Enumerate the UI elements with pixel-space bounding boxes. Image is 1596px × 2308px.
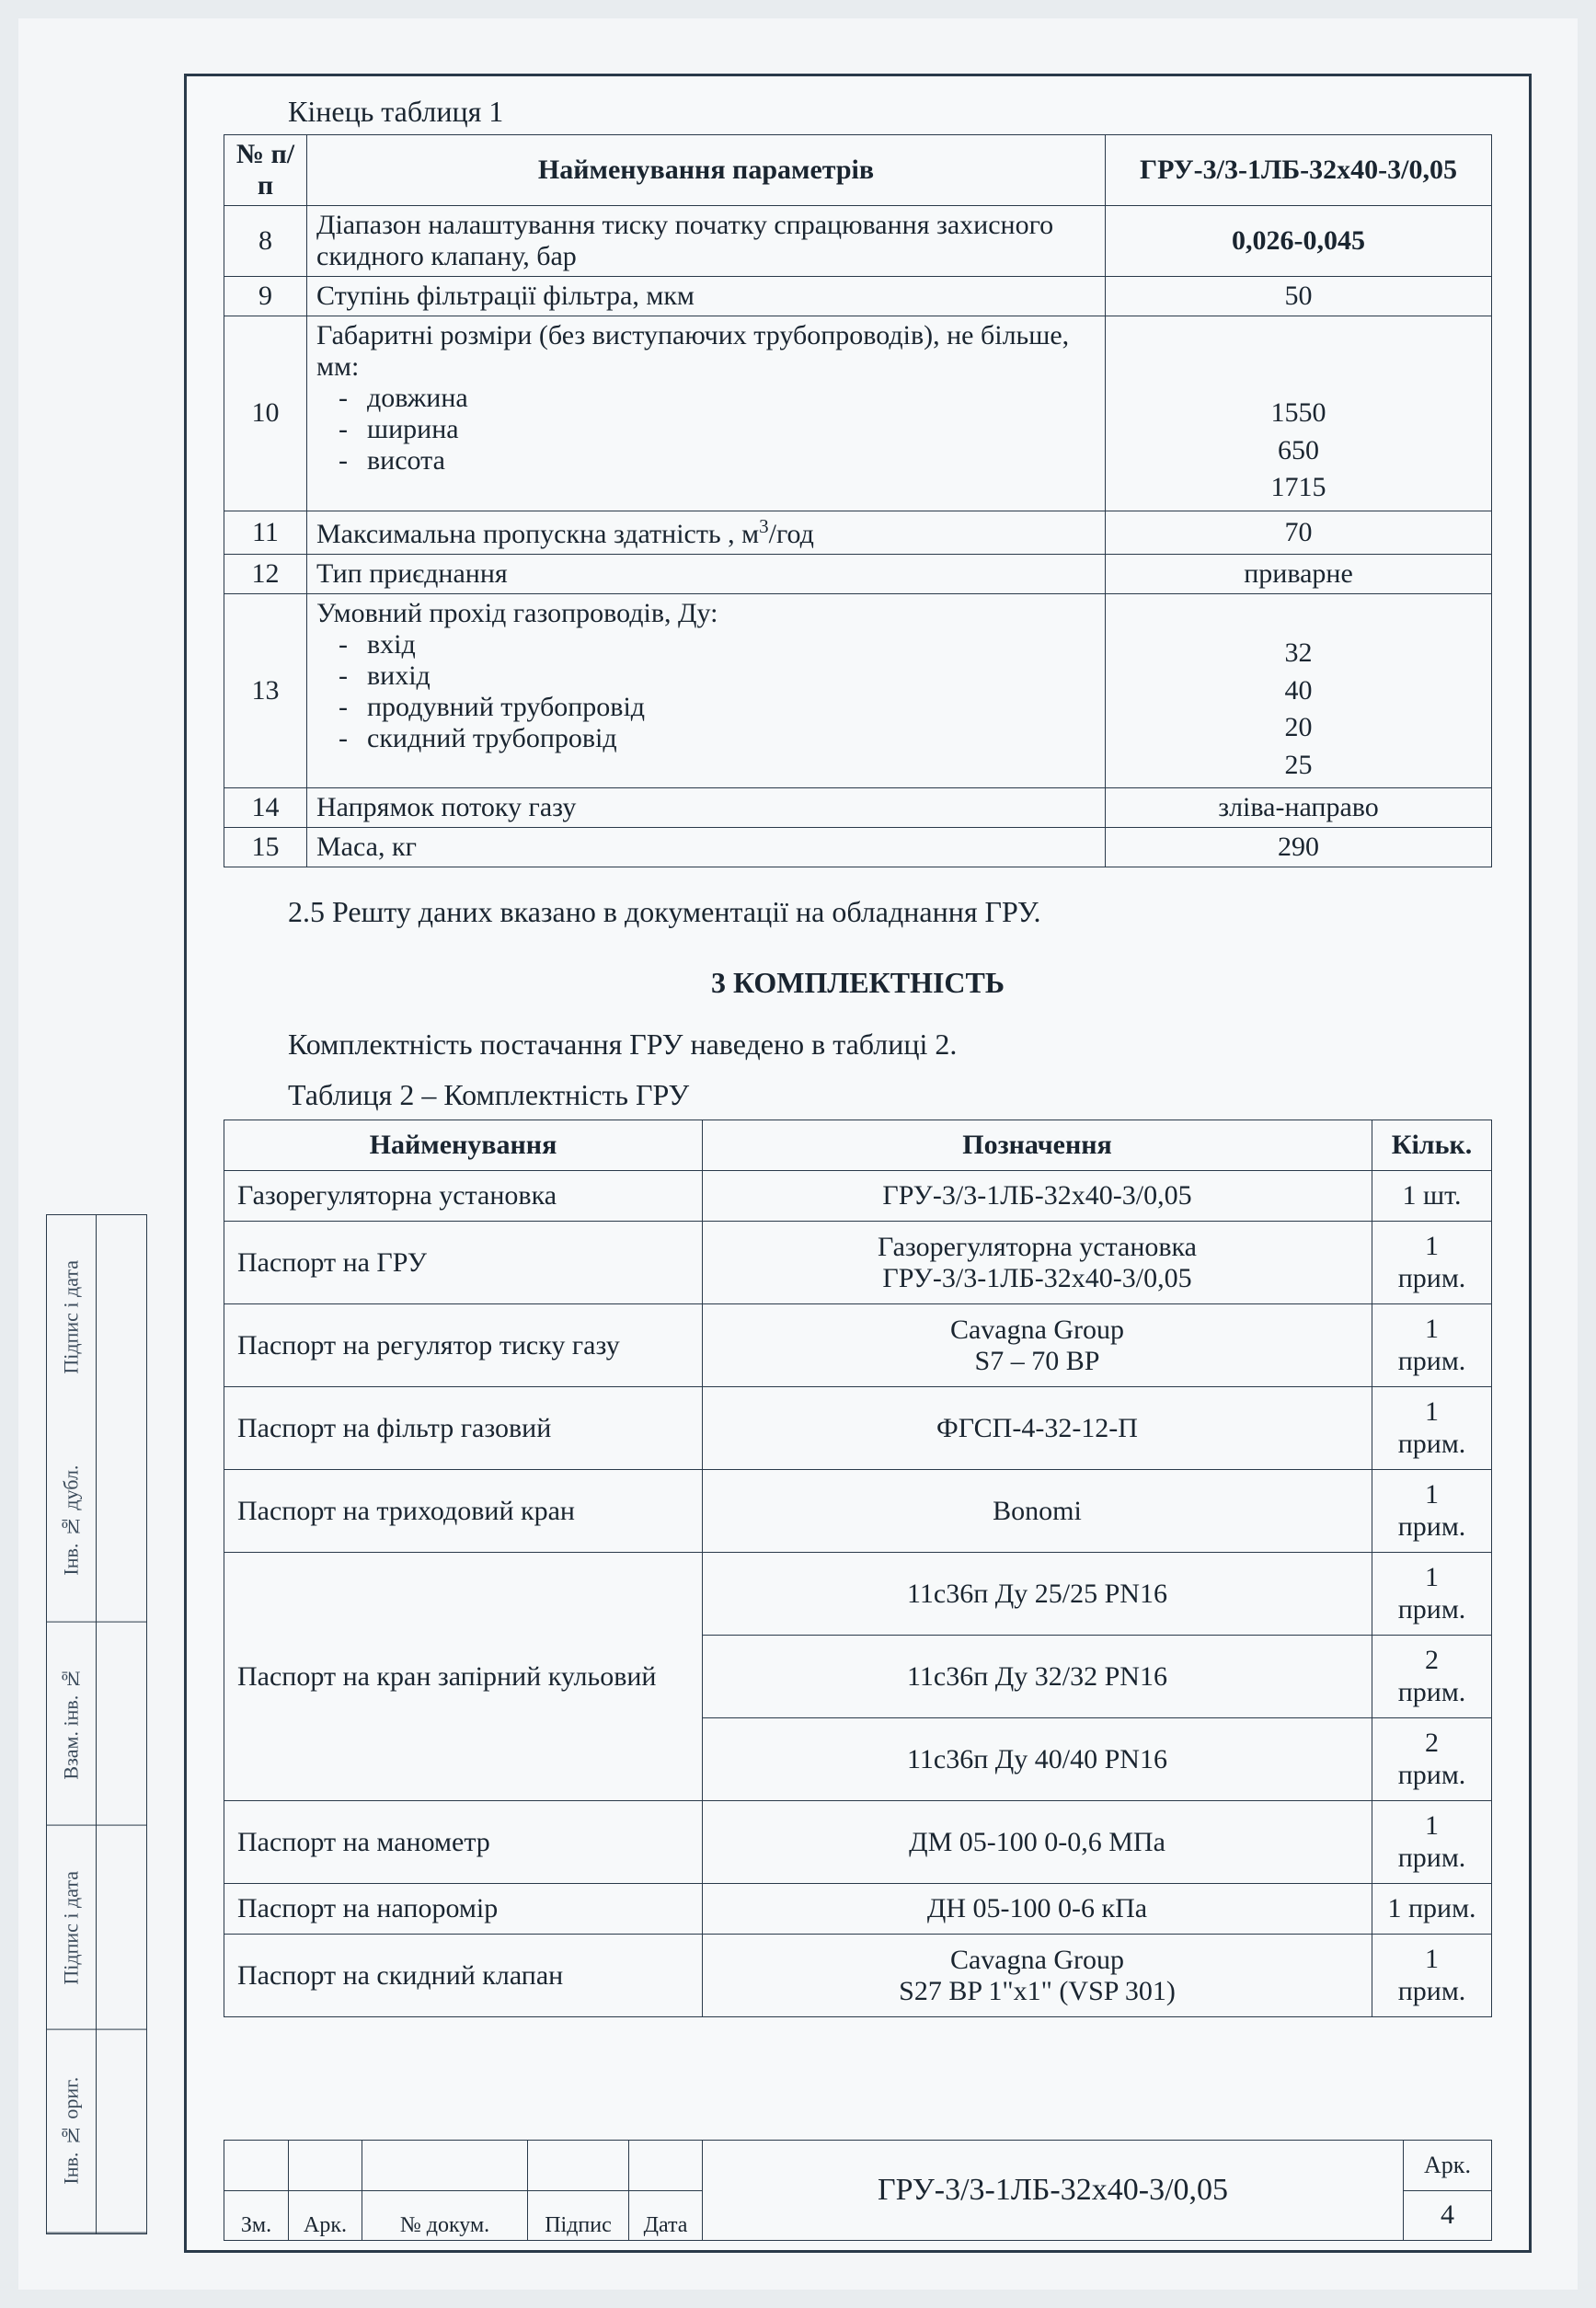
side-label: Інв. № дубл. <box>47 1418 96 1623</box>
t2-row-designation: Газорегуляторна установкаГРУ-3/3-1ЛБ-32х… <box>703 1222 1372 1304</box>
t2-row-qty: 1прим. <box>1372 1222 1492 1304</box>
table1-end-title: Кінець таблиця 1 <box>288 95 1492 129</box>
side-blank <box>97 1418 146 1623</box>
t1-header-param: Найменування параметрів <box>307 135 1106 206</box>
t1-row-num: 12 <box>224 554 307 593</box>
t1-row-num: 8 <box>224 206 307 277</box>
sheet-label: Арк. <box>1404 2141 1491 2191</box>
t2-row-qty: 1прим. <box>1372 1387 1492 1470</box>
t1-header-num: № п/п <box>224 135 307 206</box>
t1-row-param: Маса, кг <box>307 828 1106 867</box>
t1-row-value: 15506501715 <box>1106 316 1492 511</box>
t2-row-name: Паспорт на фільтр газовий <box>224 1387 703 1470</box>
t1-header-value: ГРУ-3/3-1ЛБ-32х40-3/0,05 <box>1106 135 1492 206</box>
t2-row-name: Паспорт на скидний клапан <box>224 1935 703 2017</box>
table2: Найменування Позначення Кільк. Газорегул… <box>224 1120 1492 2017</box>
t1-row-param: Габаритні розміри (без виступаючих трубо… <box>307 316 1106 511</box>
t2-row-name: Паспорт на ГРУ <box>224 1222 703 1304</box>
t2-row-qty: 1прим. <box>1372 1304 1492 1387</box>
t2-row-qty: 2прим. <box>1372 1636 1492 1718</box>
t1-row-param: Ступінь фільтрації фільтра, мкм <box>307 277 1106 316</box>
t2-row-qty: 1прим. <box>1372 1553 1492 1636</box>
t1-row-value: приварне <box>1106 554 1492 593</box>
t2-row-qty: 2прим. <box>1372 1718 1492 1801</box>
t2-row-name: Газорегуляторна установка <box>224 1171 703 1222</box>
t1-row-num: 11 <box>224 511 307 554</box>
note-2-5: 2.5 Решту даних вказано в документації н… <box>288 895 1492 929</box>
t2-row-designation: ФГСП-4-32-12-П <box>703 1387 1372 1470</box>
sheet-number: 4 <box>1404 2191 1491 2241</box>
tb-cell: Зм. <box>224 2190 289 2240</box>
t1-row-value: 290 <box>1106 828 1492 867</box>
t2-row-qty: 1 шт. <box>1372 1171 1492 1222</box>
t2-row-designation: Cavagna GroupS27 BP 1"x1" (VSP 301) <box>703 1935 1372 2017</box>
side-blank <box>97 1622 146 1826</box>
table2-title: Таблиця 2 – Комплектність ГРУ <box>288 1078 1492 1112</box>
t1-row-num: 10 <box>224 316 307 511</box>
section3-heading: 3 КОМПЛЕКТНІСТЬ <box>224 966 1492 1000</box>
t2-row-designation: ГРУ-3/3-1ЛБ-32х40-3/0,05 <box>703 1171 1372 1222</box>
side-blank <box>97 1215 146 1418</box>
section3-intro: Комплектність постачання ГРУ наведено в … <box>288 1028 1492 1062</box>
t2-row-qty: 1прим. <box>1372 1935 1492 2017</box>
title-block-doc: ГРУ-3/3-1ЛБ-32х40-3/0,05 <box>703 2141 1404 2240</box>
t2-row-designation: ДН 05-100 0-6 кПа <box>703 1884 1372 1935</box>
t2-row-name: Паспорт на триходовий кран <box>224 1470 703 1553</box>
tb-cell: Арк. <box>289 2190 362 2240</box>
t1-row-value: 70 <box>1106 511 1492 554</box>
side-blank <box>97 2029 146 2233</box>
t1-row-param: Умовний прохід газопроводів, Ду:- вхід- … <box>307 593 1106 788</box>
t2-row-name: Паспорт на напоромір <box>224 1884 703 1935</box>
t2-header-name: Найменування <box>224 1120 703 1171</box>
title-block-revision-grid: Зм. Арк. № докум. Підпис Дата <box>224 2141 703 2240</box>
t2-row-name: Паспорт на кран запірний кульовий <box>224 1553 703 1801</box>
t1-row-value: 0,026-0,045 <box>1106 206 1492 277</box>
t1-row-param: Тип приєднання <box>307 554 1106 593</box>
t2-header-des: Позначення <box>703 1120 1372 1171</box>
t1-row-value: 32402025 <box>1106 593 1492 788</box>
binding-margin: Підпис і дата Інв. № дубл. Взам. інв. № … <box>46 1214 147 2234</box>
t2-row-name: Паспорт на регулятор тиску газу <box>224 1304 703 1387</box>
t1-row-value: зліва-направо <box>1106 788 1492 828</box>
t1-row-num: 9 <box>224 277 307 316</box>
t1-row-param: Діапазон налаштування тиску початку спра… <box>307 206 1106 277</box>
t2-row-designation: Cavagna GroupS7 – 70 BP <box>703 1304 1372 1387</box>
tb-cell: № докум. <box>362 2190 528 2240</box>
t1-row-param: Максимальна пропускна здатність , м3/год <box>307 511 1106 554</box>
side-blank <box>97 1826 146 2030</box>
t2-header-qty: Кільк. <box>1372 1120 1492 1171</box>
t1-row-value: 50 <box>1106 277 1492 316</box>
tb-cell: Дата <box>629 2190 703 2240</box>
side-label: Взам. інв. № <box>47 1622 96 1826</box>
t1-row-num: 14 <box>224 788 307 828</box>
t2-row-designation: Bonomi <box>703 1470 1372 1553</box>
side-label: Підпис і дата <box>47 1215 96 1418</box>
t2-row-name: Паспорт на манометр <box>224 1801 703 1884</box>
t1-row-param: Напрямок потоку газу <box>307 788 1106 828</box>
side-label: Інв. № ориг. <box>47 2029 96 2233</box>
t2-row-qty: 1прим. <box>1372 1801 1492 1884</box>
table1: № п/п Найменування параметрів ГРУ-3/3-1Л… <box>224 134 1492 867</box>
side-label: Підпис і дата <box>47 1826 96 2030</box>
t1-row-num: 15 <box>224 828 307 867</box>
t2-row-designation: 11с36п Ду 40/40 PN16 <box>703 1718 1372 1801</box>
page: Підпис і дата Інв. № дубл. Взам. інв. № … <box>18 18 1578 2290</box>
t2-row-qty: 1прим. <box>1372 1470 1492 1553</box>
title-block: Зм. Арк. № докум. Підпис Дата ГРУ-3/3-1Л… <box>224 2140 1492 2241</box>
t2-row-qty: 1 прим. <box>1372 1884 1492 1935</box>
title-block-sheet: Арк. 4 <box>1404 2141 1491 2240</box>
t2-row-designation: 11с36п Ду 32/32 PN16 <box>703 1636 1372 1718</box>
tb-cell: Підпис <box>528 2190 629 2240</box>
t2-row-designation: 11с36п Ду 25/25 PN16 <box>703 1553 1372 1636</box>
t1-row-num: 13 <box>224 593 307 788</box>
t2-row-designation: ДМ 05-100 0-0,6 МПа <box>703 1801 1372 1884</box>
content-frame: Кінець таблиця 1 № п/п Найменування пара… <box>184 74 1532 2253</box>
